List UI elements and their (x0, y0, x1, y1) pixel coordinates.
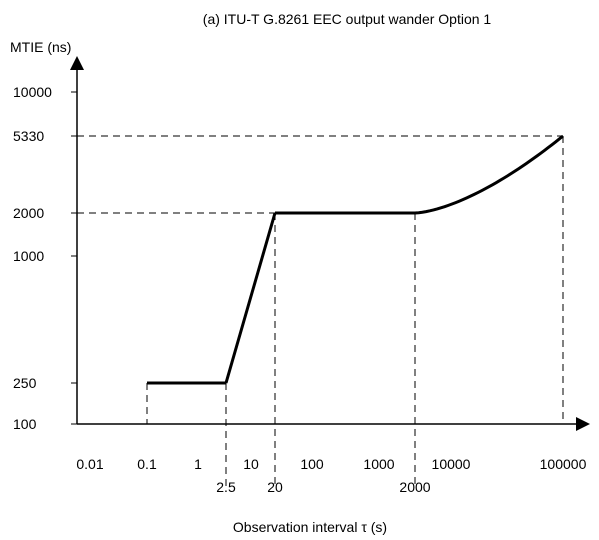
y-tick-label: 100 (13, 416, 37, 432)
axes (70, 56, 590, 431)
mtie-curve-segment (414, 134, 564, 215)
mtie-segment (224, 212, 277, 384)
x-axis-arrowhead (576, 417, 590, 431)
x-tick-label: 100000 (540, 456, 587, 472)
x-axis-label: Observation interval τ (s) (233, 519, 387, 535)
x-marker-label: 2000 (399, 479, 430, 495)
guide-lines (77, 135, 564, 488)
series (147, 134, 564, 385)
y-tick-label: 1000 (13, 248, 44, 264)
y-axis-arrowhead (70, 56, 84, 70)
x-tick-label: 10000 (432, 456, 471, 472)
x-marker-labels: 2.5 20 2000 (216, 479, 431, 495)
y-tick-label: 5330 (13, 128, 44, 144)
y-tick-label: 250 (13, 375, 37, 391)
x-tick-label: 0.1 (137, 456, 157, 472)
x-marker-label: 20 (267, 479, 283, 495)
y-tick-label: 2000 (13, 205, 44, 221)
x-tick-label: 100 (300, 456, 324, 472)
y-tick-labels: 100 250 1000 2000 5330 10000 (13, 84, 77, 432)
x-tick-labels: 0.01 0.1 1 10 100 1000 10000 100000 (76, 456, 586, 472)
x-tick-label: 10 (243, 456, 259, 472)
y-tick-label: 10000 (13, 84, 52, 100)
x-tick-label: 1000 (363, 456, 394, 472)
x-tick-label: 0.01 (76, 456, 103, 472)
chart-title: (a) ITU-T G.8261 EEC output wander Optio… (203, 11, 492, 27)
x-marker-label: 2.5 (216, 479, 236, 495)
y-axis-label: MTIE (ns) (10, 39, 71, 55)
x-tick-label: 1 (194, 456, 202, 472)
